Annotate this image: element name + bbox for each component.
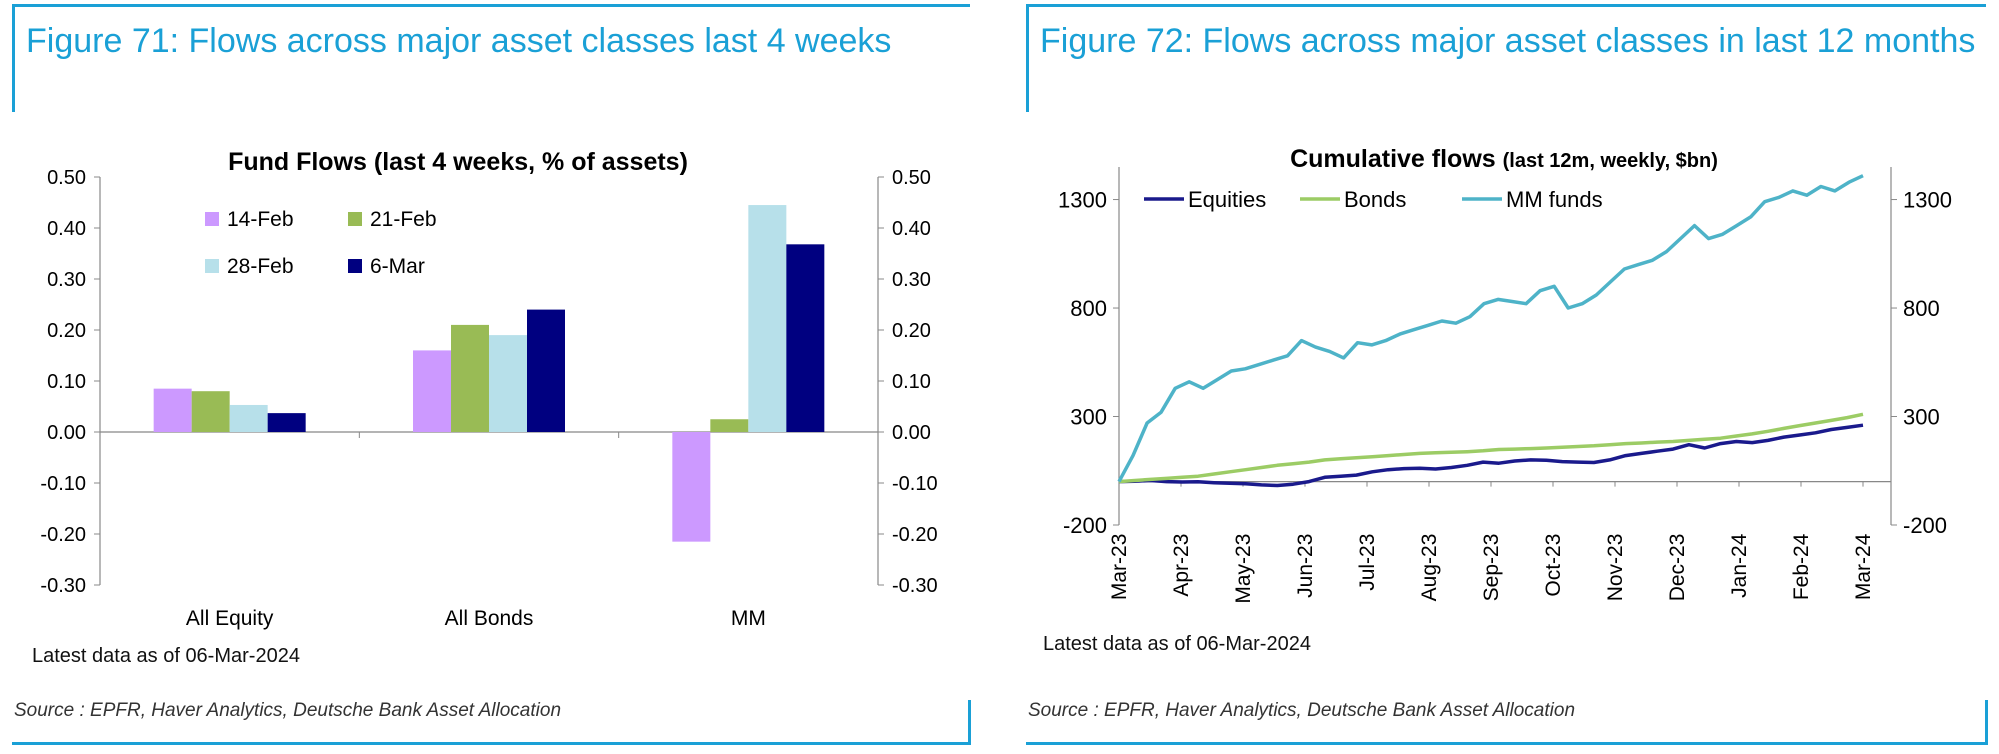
- line-x-tick-label: Jul-23: [1356, 534, 1379, 591]
- bar-legend-label: 28-Feb: [227, 255, 294, 278]
- line-x-tick-label: Oct-23: [1542, 534, 1565, 597]
- line-chart: Cumulative flows (last 12m, weekly, $bn)…: [1058, 145, 1952, 604]
- bar-category-label: All Equity: [186, 607, 274, 630]
- line-x-tick-label: Jan-24: [1728, 533, 1751, 598]
- bar-y-tick-label-left: 0.30: [47, 269, 86, 291]
- line-chart-title: Cumulative flows (last 12m, weekly, $bn): [1290, 145, 1718, 173]
- figure-71-note: Latest data as of 06-Mar-2024: [32, 645, 300, 667]
- figure-72-left-border: [1026, 4, 1029, 112]
- bar-y-tick-label-right: -0.10: [892, 473, 938, 495]
- line-x-tick-label: Dec-23: [1666, 534, 1689, 602]
- bar-legend-label: 6-Mar: [370, 255, 425, 278]
- bar-y-tick-label-right: -0.30: [892, 575, 938, 597]
- figure-72-title: Figure 72: Flows across major asset clas…: [1040, 22, 1976, 60]
- line-x-tick-label: Sep-23: [1480, 534, 1503, 602]
- bar-y-tick-label-left: -0.30: [40, 575, 86, 597]
- bar-y-tick-label-right: 0.20: [892, 320, 931, 342]
- bar-all-equity-28-feb: [229, 404, 268, 432]
- bar-legend-swatch: [348, 259, 362, 273]
- line-chart-title-main: Cumulative flows: [1290, 145, 1503, 173]
- bar-chart-title: Fund Flows (last 4 weeks, % of assets): [228, 148, 688, 176]
- line-y-tick-label-right: 800: [1903, 296, 1940, 321]
- bar-mm-14-feb: [672, 432, 711, 542]
- figure-72-top-border: [1026, 4, 1986, 7]
- line-y-tick-label-right: -200: [1903, 513, 1947, 538]
- bar-mm-28-feb: [748, 205, 787, 432]
- bar-mm-6-mar: [786, 244, 825, 432]
- bar-all-bonds-6-mar: [527, 309, 565, 432]
- bar-y-tick-label-right: 0.10: [892, 371, 931, 393]
- figure-72-bottom-border: [1026, 742, 1988, 745]
- figure-71-panel: Figure 71: Flows across major asset clas…: [0, 0, 980, 754]
- line-y-tick-label-right: 1300: [1903, 188, 1952, 213]
- line-series-bonds: [1118, 412, 1864, 484]
- figure-72-note: Latest data as of 06-Mar-2024: [1043, 633, 1311, 655]
- line-y-tick-label-left: 300: [1070, 405, 1107, 430]
- bar-all-equity-14-feb: [153, 388, 192, 432]
- line-x-tick-label: Jun-23: [1294, 534, 1317, 598]
- figure-72-source: Source : EPFR, Haver Analytics, Deutsche…: [1028, 700, 1576, 721]
- bar-y-tick-label-right: 0.50: [892, 167, 931, 189]
- bar-all-bonds-28-feb: [489, 335, 527, 432]
- bar-y-tick-label-right: -0.20: [892, 524, 938, 546]
- figure-71-title: Figure 71: Flows across major asset clas…: [26, 22, 892, 60]
- bar-y-tick-label-left: 0.10: [47, 371, 86, 393]
- line-legend-label: Equities: [1188, 187, 1266, 212]
- line-x-tick-label: Nov-23: [1604, 534, 1627, 602]
- bar-legend-swatch: [348, 212, 362, 226]
- bar-y-tick-label-right: 0.40: [892, 218, 931, 240]
- figure-71-source: Source : EPFR, Haver Analytics, Deutsche…: [14, 700, 562, 721]
- line-y-tick-label-left: -200: [1063, 513, 1107, 538]
- line-x-tick-label: Feb-24: [1790, 533, 1813, 600]
- line-series-mm-funds: [1117, 174, 1864, 483]
- bar-chart: Fund Flows (last 4 weeks, % of assets) 0.…: [40, 148, 938, 630]
- bar-y-tick-label-right: 0.00: [892, 422, 931, 444]
- bar-legend-label: 14-Feb: [227, 208, 294, 231]
- figure-72-panel: Figure 72: Flows across major asset clas…: [1024, 0, 1999, 754]
- line-chart-title-suffix: (last 12m, weekly, $bn): [1503, 150, 1718, 172]
- line-y-tick-label-left: 1300: [1058, 188, 1107, 213]
- bar-y-tick-label-left: 0.50: [47, 167, 86, 189]
- figure-72-bottom-right-border: [1985, 700, 1988, 744]
- bar-category-label: All Bonds: [445, 607, 534, 630]
- bar-y-tick-label-right: 0.30: [892, 269, 931, 291]
- bar-y-tick-label-left: -0.20: [40, 524, 86, 546]
- line-y-tick-label-right: 300: [1903, 405, 1940, 430]
- bar-legend-swatch: [205, 212, 219, 226]
- figure-71-top-border: [12, 4, 970, 7]
- figure-71-bottom-right-border: [968, 700, 971, 744]
- figure-71-bottom-border: [12, 742, 971, 745]
- bar-category-label: MM: [731, 607, 766, 630]
- bar-all-equity-21-feb: [191, 391, 230, 432]
- line-legend-label: MM funds: [1506, 187, 1603, 212]
- bar-y-tick-label-left: -0.10: [40, 473, 86, 495]
- bar-legend-swatch: [205, 259, 219, 273]
- line-x-tick-label: Aug-23: [1418, 534, 1441, 602]
- bar-mm-21-feb: [710, 419, 749, 432]
- bar-all-bonds-14-feb: [413, 350, 451, 432]
- bar-y-tick-label-left: 0.20: [47, 320, 86, 342]
- figure-71-left-border: [12, 4, 15, 112]
- bar-all-bonds-21-feb: [451, 324, 489, 432]
- bar-all-equity-6-mar: [267, 413, 306, 432]
- line-series-equities: [1118, 423, 1864, 488]
- line-x-tick-label: Mar-23: [1108, 534, 1131, 601]
- bar-y-tick-label-left: 0.40: [47, 218, 86, 240]
- line-y-tick-label-left: 800: [1070, 296, 1107, 321]
- line-x-tick-label: Mar-24: [1852, 533, 1875, 600]
- bar-legend-label: 21-Feb: [370, 208, 437, 231]
- bar-y-tick-label-left: 0.00: [47, 422, 86, 444]
- line-x-tick-label: Apr-23: [1170, 534, 1193, 597]
- line-x-tick-label: May-23: [1232, 534, 1255, 604]
- line-legend-label: Bonds: [1344, 187, 1406, 212]
